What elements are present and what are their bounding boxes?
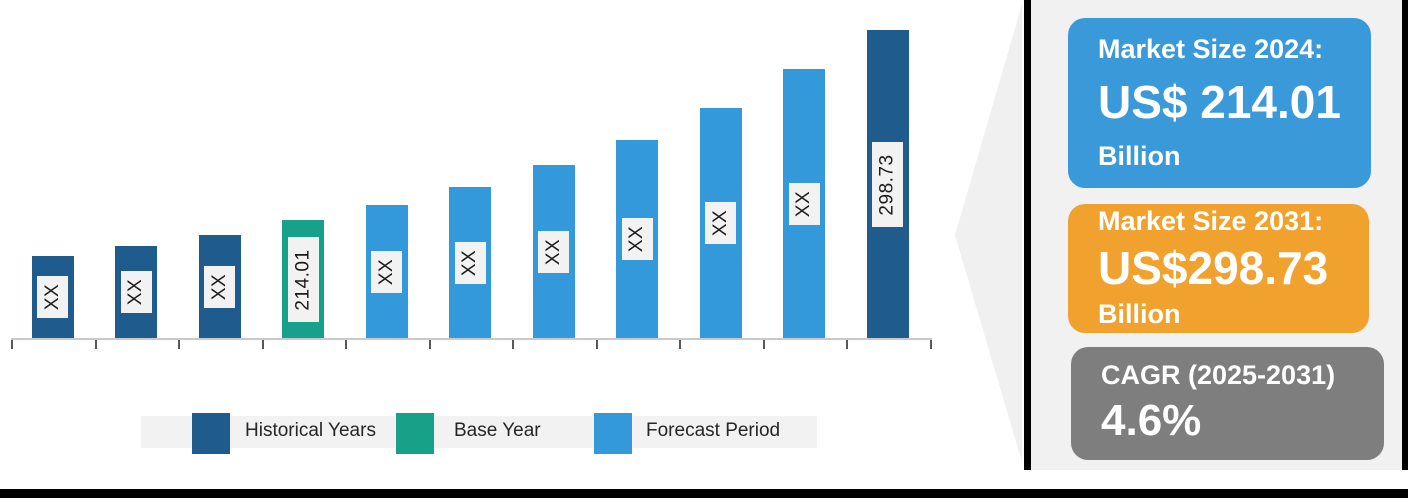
chart-legend: Historical Years Base Year Forecast Period: [141, 407, 817, 454]
panel-left-border: [1024, 0, 1031, 470]
bar-value-label: XX: [371, 251, 403, 293]
summary-card-2: Market Size 2031: US$298.73 Billion: [1068, 204, 1369, 333]
bar-value-label: XX: [538, 231, 570, 273]
bar-value-text: XX: [709, 209, 731, 237]
card-value: US$ 214.01: [1098, 76, 1341, 129]
bar-value-text: XX: [41, 283, 63, 311]
legend-label: Historical Years: [245, 420, 376, 441]
summary-panel: Market Size 2024: US$ 214.01 Billion Market…: [1031, 0, 1402, 470]
bar-value-label: XX: [120, 271, 152, 313]
card-value: US$298.73: [1098, 241, 1329, 294]
x-axis-tick: [11, 340, 13, 349]
summary-card-3: CAGR (2025-2031) 4.6%: [1071, 347, 1384, 460]
legend-background: [141, 416, 817, 448]
card-title: Market Size 2031:: [1098, 206, 1324, 237]
legend-swatch-base: [396, 413, 434, 454]
x-axis-line: [11, 338, 932, 340]
x-axis-tick: [345, 340, 347, 349]
bar-value-text: XX: [125, 278, 147, 306]
card-title: CAGR (2025-2031): [1101, 360, 1336, 391]
bar-value-label: XX: [454, 242, 486, 284]
bar-value-text: 298.73: [876, 153, 898, 216]
bar-value-text: XX: [459, 249, 481, 277]
x-axis-tick: [428, 340, 431, 349]
legend-swatch-forecast: [594, 413, 632, 454]
bar-value-label: XX: [705, 202, 737, 244]
bar-value-label: XX: [621, 218, 653, 260]
card-unit: Billion: [1098, 140, 1181, 171]
legend-swatch-historical: [192, 413, 230, 454]
card-title: Market Size 2024:: [1098, 33, 1324, 64]
bar-value-text: XX: [208, 273, 230, 301]
bar-value-text: XX: [793, 190, 815, 218]
legend-label: Forecast Period: [646, 420, 781, 441]
bar-value-text: XX: [542, 238, 564, 266]
left-pointer-arrow-shape: [955, 4, 1022, 462]
x-axis-tick: [679, 340, 681, 349]
summary-card-1: Market Size 2024: US$ 214.01 Billion: [1068, 18, 1371, 188]
x-axis-tick: [261, 340, 264, 349]
x-axis-tick: [762, 340, 765, 349]
bar-value-text: XX: [626, 225, 648, 253]
x-axis-tick: [929, 340, 932, 349]
panel-right-border: [1402, 0, 1408, 470]
card-unit: Billion: [1098, 299, 1181, 330]
legend-label: Base Year: [454, 420, 541, 441]
bar-value-label: 298.73: [872, 142, 904, 227]
x-axis-tick: [595, 340, 598, 349]
bar-value-label: XX: [788, 183, 820, 225]
x-axis-tick: [178, 340, 180, 349]
bar-value-label: 214.01: [287, 237, 319, 322]
bar-value-text: 214.01: [292, 248, 314, 311]
card-value: 4.6%: [1101, 395, 1202, 445]
bar-value-label: XX: [37, 276, 69, 318]
x-axis-tick: [512, 340, 514, 349]
bar-value-text: XX: [375, 258, 397, 286]
x-axis-tick: [846, 340, 848, 349]
bar-value-label: XX: [204, 266, 236, 308]
x-axis-tick: [94, 340, 97, 349]
bottom-border: [0, 489, 1408, 498]
